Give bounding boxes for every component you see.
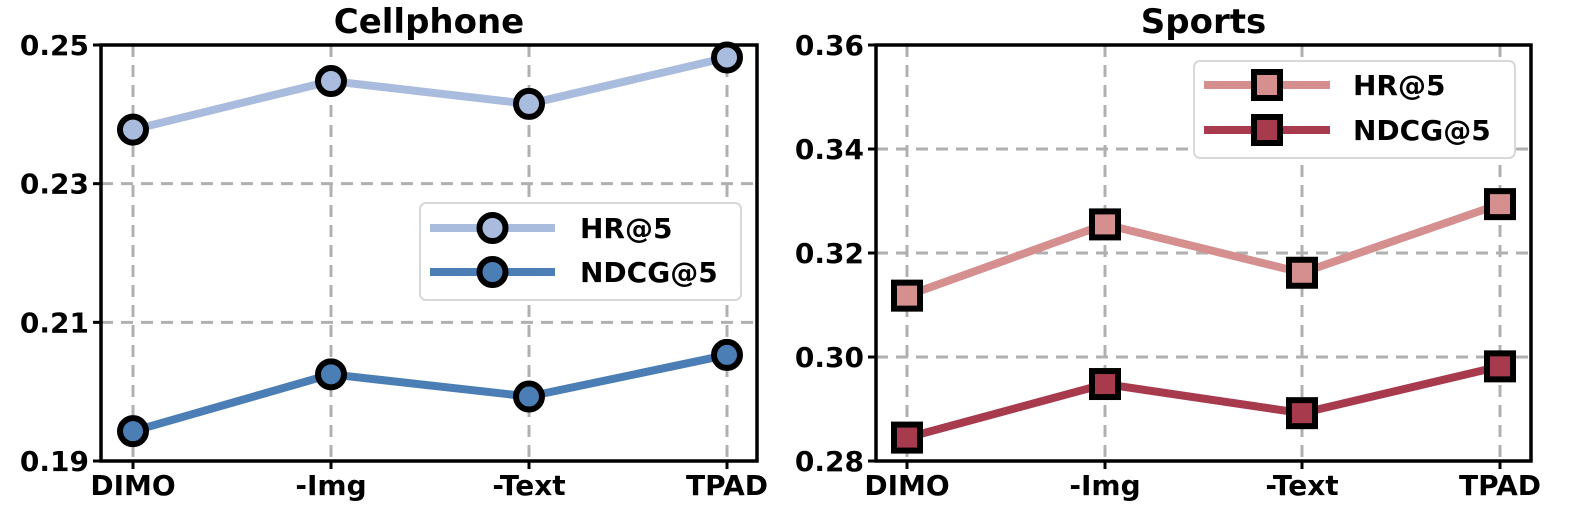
data-point — [117, 415, 149, 448]
legend-label: NDCG@5 — [580, 256, 718, 289]
series-line-ndcg-at-5 — [905, 362, 1501, 442]
legend-marker — [1251, 69, 1283, 101]
y-tick-label: 0.36 — [795, 29, 864, 62]
data-point — [117, 113, 149, 146]
series-line-hr-at-5 — [905, 200, 1502, 300]
x-tick-label: DIMO — [90, 469, 175, 502]
data-point — [1089, 368, 1121, 401]
plot-frame — [99, 43, 759, 463]
series-line-hr-at-5 — [132, 53, 728, 134]
legend-marker — [476, 212, 509, 244]
legend-marker — [1251, 114, 1283, 146]
data-point — [891, 421, 923, 454]
series-line-ndcg-at-5 — [131, 351, 728, 436]
x-tick-label: TPAD — [686, 469, 768, 502]
y-tick-label: 0.30 — [795, 341, 864, 374]
x-tick-label: -Text — [492, 469, 565, 502]
data-point — [1286, 256, 1318, 289]
sports-panel: 0.28 0.30 0.32 0.34 0.36 DIMO -Img -Text TPAD Spo… — [795, 2, 1541, 502]
y-tick-label: 0.25 — [20, 29, 89, 62]
x-tick-label: -Img — [295, 469, 366, 502]
data-point — [513, 380, 545, 413]
y-tick-label: 0.34 — [795, 133, 864, 166]
chart-title: Sports — [1141, 2, 1266, 42]
data-point — [315, 65, 347, 98]
x-tick-label: -Text — [1265, 469, 1338, 502]
legend-label: HR@5 — [580, 212, 672, 245]
y-tick-label: 0.28 — [795, 445, 864, 478]
y-tick-label: 0.21 — [20, 306, 89, 339]
x-tick-label: TPAD — [1459, 469, 1541, 502]
legend-marker — [476, 256, 509, 288]
y-tick-label: 0.19 — [20, 445, 89, 478]
x-tick-label: -Img — [1069, 469, 1140, 502]
x-tick-label: DIMO — [864, 469, 949, 502]
data-point — [711, 41, 743, 74]
data-point — [315, 358, 347, 391]
legend-label: NDCG@5 — [1353, 114, 1491, 147]
data-point — [1286, 397, 1318, 430]
data-point — [1484, 350, 1516, 383]
chart-title: Cellphone — [334, 2, 525, 42]
data-point — [1484, 188, 1516, 221]
data-point — [513, 87, 545, 120]
data-point — [711, 338, 743, 371]
y-tick-label: 0.32 — [795, 237, 864, 270]
cellphone-panel: 0.19 0.21 0.23 0.25 DIMO -Img -Text TPAD Cellpho… — [20, 2, 768, 502]
data-point — [1089, 208, 1121, 241]
y-tick-label: 0.23 — [20, 168, 89, 201]
data-point — [891, 279, 923, 312]
legend-label: HR@5 — [1353, 69, 1445, 102]
